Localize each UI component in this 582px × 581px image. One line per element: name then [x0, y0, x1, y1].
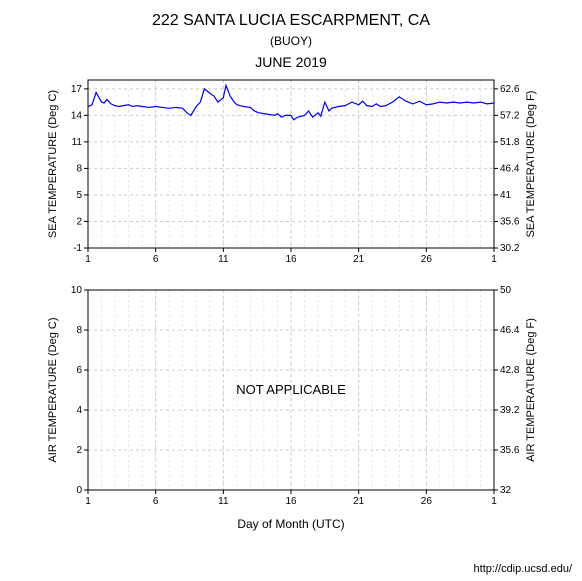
svg-text:4: 4	[76, 405, 82, 416]
svg-text:42.8: 42.8	[500, 365, 520, 376]
svg-text:39.2: 39.2	[500, 405, 520, 416]
subtitle-text: (BUOY)	[270, 34, 312, 48]
svg-text:14: 14	[71, 110, 83, 121]
footer-url: http://cdip.ucsd.edu/	[474, 563, 572, 575]
svg-text:2: 2	[76, 445, 82, 456]
svg-text:0: 0	[76, 485, 82, 496]
svg-text:50: 50	[500, 285, 512, 296]
svg-text:8: 8	[76, 325, 82, 336]
subtitle: (BUOY)	[0, 32, 582, 50]
svg-text:1: 1	[85, 496, 91, 507]
svg-text:1: 1	[491, 496, 497, 507]
svg-text:SEA TEMPERATURE (Deg C): SEA TEMPERATURE (Deg C)	[47, 90, 59, 238]
svg-text:46.4: 46.4	[500, 163, 520, 174]
svg-text:46.4: 46.4	[500, 325, 520, 336]
svg-text:35.6: 35.6	[500, 445, 520, 456]
svg-text:AIR TEMPERATURE (Deg C): AIR TEMPERATURE (Deg C)	[47, 317, 59, 462]
svg-text:11: 11	[218, 496, 229, 507]
main-title: 222 SANTA LUCIA ESCARPMENT, CA	[0, 12, 582, 30]
svg-text:16: 16	[285, 496, 297, 507]
svg-text:62.6: 62.6	[500, 84, 520, 95]
svg-text:35.6: 35.6	[500, 216, 520, 227]
svg-text:8: 8	[76, 163, 82, 174]
svg-text:41: 41	[500, 190, 512, 201]
svg-text:21: 21	[353, 496, 365, 507]
svg-text:17: 17	[71, 84, 83, 95]
svg-text:16: 16	[285, 254, 297, 265]
svg-text:51.8: 51.8	[500, 137, 520, 148]
svg-text:SEA TEMPERATURE (Deg F): SEA TEMPERATURE (Deg F)	[525, 91, 537, 238]
svg-text:10: 10	[71, 285, 83, 296]
svg-text:11: 11	[72, 137, 83, 148]
title-text: 222 SANTA LUCIA ESCARPMENT, CA	[152, 12, 430, 29]
svg-text:26: 26	[421, 496, 433, 507]
svg-text:1: 1	[491, 254, 497, 265]
svg-text:11: 11	[218, 254, 229, 265]
svg-text:AIR TEMPERATURE (Deg F): AIR TEMPERATURE (Deg F)	[525, 318, 537, 462]
chart-page: 222 SANTA LUCIA ESCARPMENT, CA (BUOY) JU…	[0, 0, 582, 581]
period-text: JUNE 2019	[255, 54, 327, 70]
svg-text:NOT APPLICABLE: NOT APPLICABLE	[236, 382, 346, 397]
svg-text:5: 5	[76, 190, 82, 201]
svg-text:2: 2	[76, 216, 82, 227]
svg-text:-1: -1	[73, 243, 82, 254]
period-title: JUNE 2019	[0, 54, 582, 72]
svg-text:32: 32	[500, 485, 512, 496]
svg-text:26: 26	[421, 254, 433, 265]
svg-text:6: 6	[153, 254, 159, 265]
svg-text:57.2: 57.2	[500, 110, 520, 121]
svg-text:21: 21	[353, 254, 365, 265]
svg-text:30.2: 30.2	[500, 243, 520, 254]
charts-svg: 16111621261-125811141730.235.64146.451.8…	[0, 0, 582, 581]
svg-text:6: 6	[76, 365, 82, 376]
svg-text:6: 6	[153, 496, 159, 507]
svg-text:1: 1	[85, 254, 91, 265]
svg-text:Day of Month (UTC): Day of Month (UTC)	[237, 517, 344, 531]
